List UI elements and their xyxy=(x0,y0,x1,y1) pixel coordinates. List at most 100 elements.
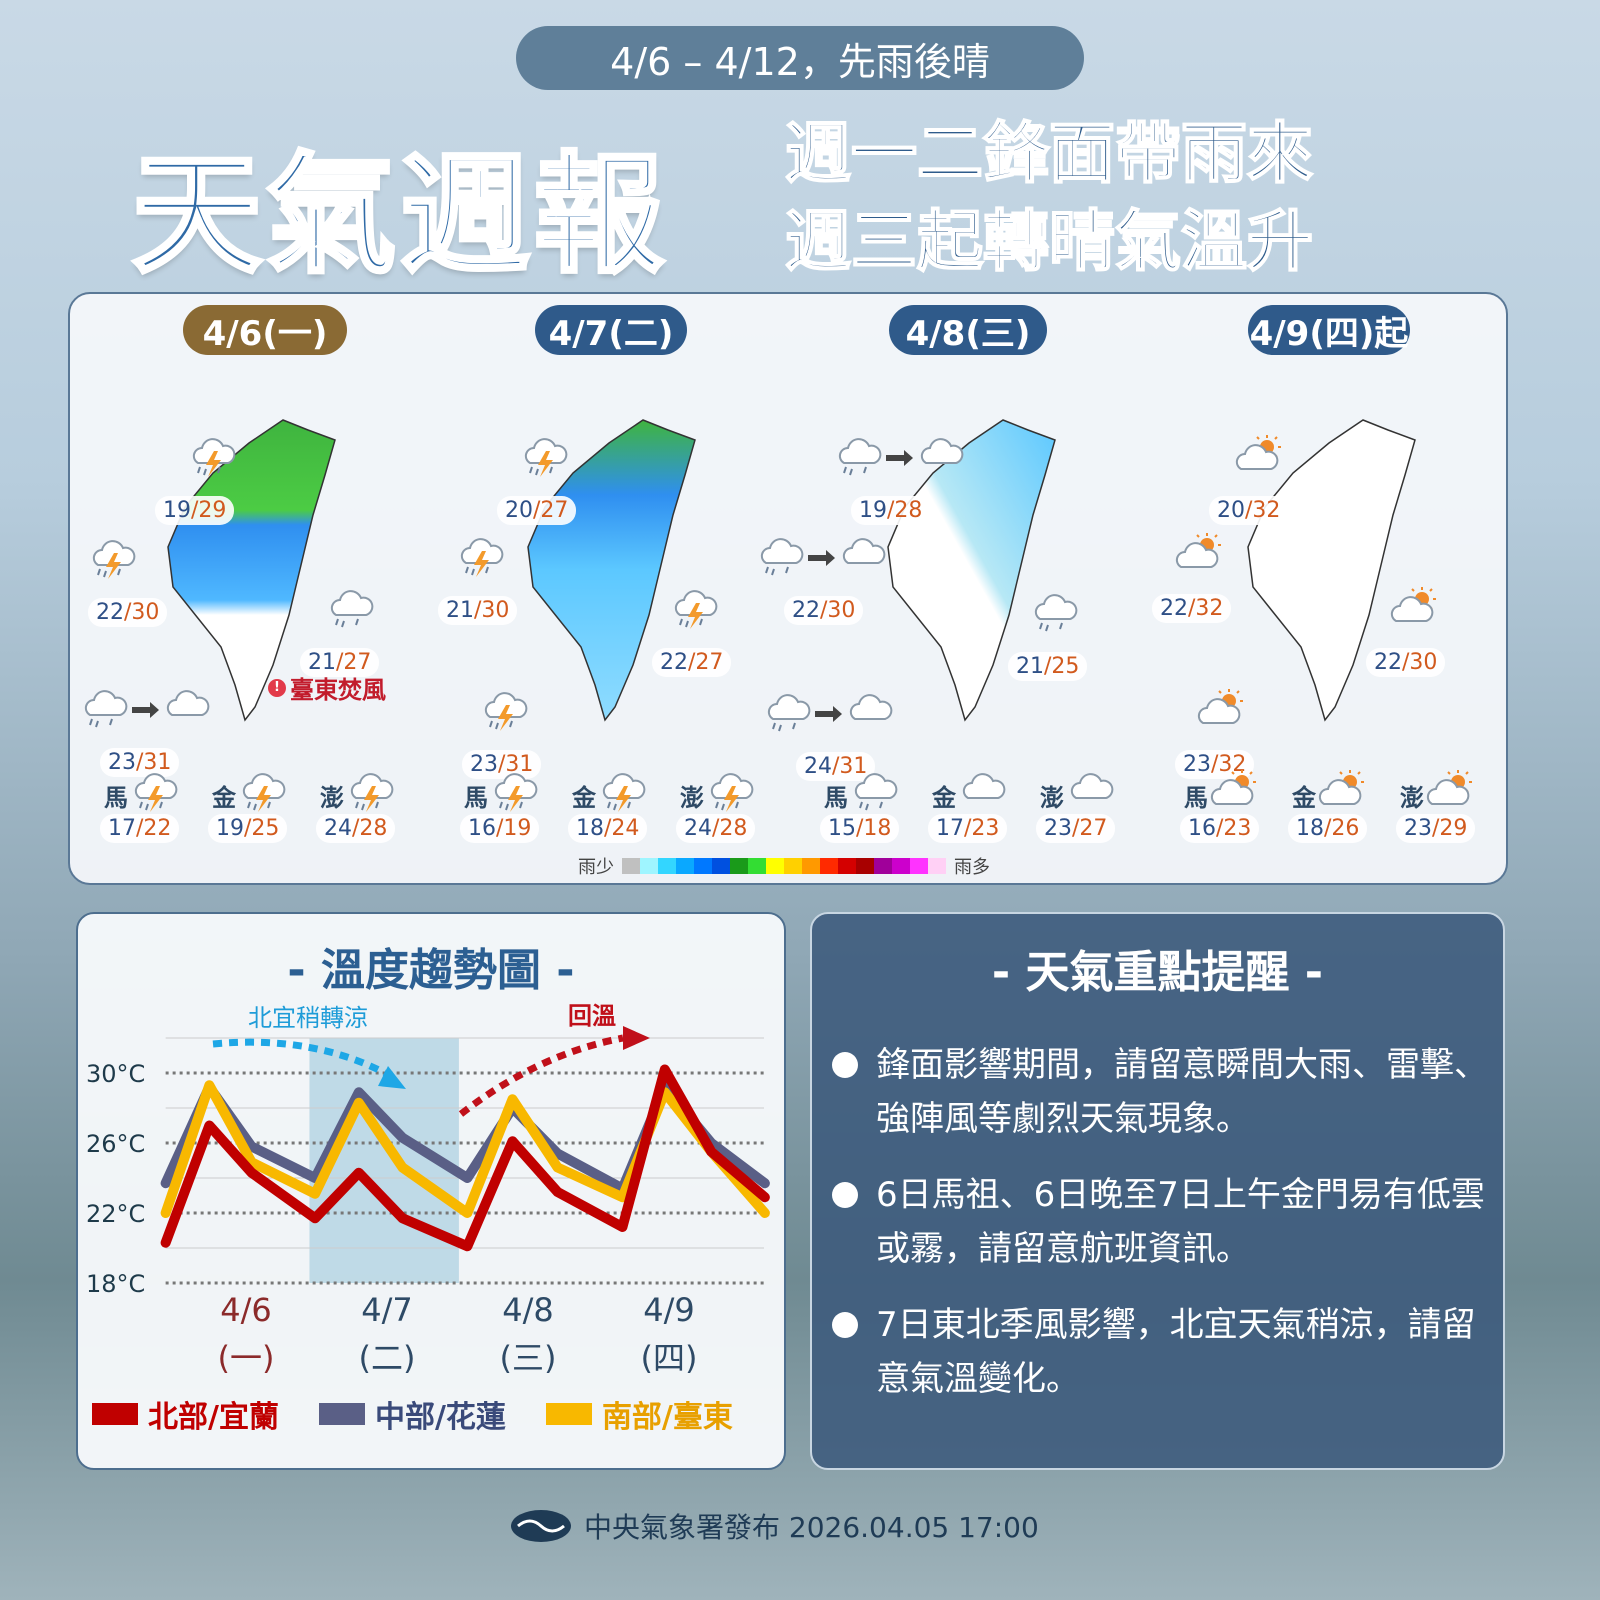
rain-color-step xyxy=(712,858,730,874)
separator: / xyxy=(1324,816,1332,841)
temp-low: 15 xyxy=(828,816,856,841)
rain-color-step xyxy=(640,858,658,874)
legend-label: 南部/臺東 xyxy=(601,1400,733,1435)
island-label: 澎 xyxy=(320,784,344,812)
temp-high: 32 xyxy=(1252,498,1281,523)
island-label: 金 xyxy=(1292,784,1316,812)
temp-low: 24 xyxy=(324,816,352,841)
temperature-chart: 30°C 26°C 22°C 18°C 4/6 (一) 4/7 (二) 4/8 (三) 4/9 (四)… xyxy=(86,1002,770,1377)
separator: / xyxy=(856,816,864,841)
city-temperature: 22/27 xyxy=(652,648,732,677)
data-point xyxy=(763,1212,766,1214)
data-point xyxy=(208,1124,211,1127)
city-temperature: 23/31 xyxy=(100,748,180,777)
y-tick-label: 26°C xyxy=(86,1130,145,1158)
temp-high: 27 xyxy=(540,498,569,523)
data-point xyxy=(401,1166,404,1169)
weather-notes-panel: - 天氣重點提醒 - 鋒面影響期間，請留意瞬間大雨、雷擊、強陣風等劇烈天氣現象。… xyxy=(810,912,1505,1470)
separator: / xyxy=(1211,752,1219,777)
rain-color-step xyxy=(910,858,928,874)
warming-arrowhead xyxy=(623,1026,650,1050)
rain-icon xyxy=(326,585,374,637)
legend-label: 北部/宜蘭 xyxy=(148,1400,279,1435)
data-point xyxy=(663,1068,666,1071)
island-temperature: 18/24 xyxy=(568,814,648,843)
separator: / xyxy=(496,816,504,841)
x-tick-sublabel: (三) xyxy=(500,1339,557,1377)
temp-high: 28 xyxy=(719,816,748,841)
separator: / xyxy=(887,498,895,523)
separator: / xyxy=(336,650,344,675)
cooling-annotation: 北宜稍轉涼 xyxy=(248,1004,368,1032)
separator: / xyxy=(352,816,360,841)
x-tick-label: 4/8 xyxy=(502,1291,554,1329)
rain-less-label: 雨少 xyxy=(578,857,614,878)
temperature-chart-panel: - 溫度趨勢圖 - 30°C 26°C 22°C 18°C 4/6 (一) 4/7 (二) 4/… xyxy=(76,912,786,1470)
rain-to-cloud-icon xyxy=(763,689,893,741)
y-tick-label: 30°C xyxy=(86,1060,145,1088)
data-point xyxy=(314,1192,317,1195)
rain-color-step xyxy=(802,858,820,874)
note-text: 6日馬祖、6日晚至7日上午金門易有低雲或霧，請留意航班資訊。 xyxy=(876,1175,1485,1269)
city-temperature: 19/28 xyxy=(851,496,931,525)
temp-low: 17 xyxy=(108,816,136,841)
temp-low: 20 xyxy=(1217,498,1245,523)
temp-low: 16 xyxy=(468,816,496,841)
data-point xyxy=(621,1226,624,1228)
temp-high: 18 xyxy=(863,816,892,841)
rain-to-cloud-icon xyxy=(80,685,210,737)
rain-color-step xyxy=(892,858,910,874)
city-temperature: 22/30 xyxy=(784,596,864,625)
notes-title: - 天氣重點提醒 - xyxy=(991,947,1324,998)
temp-low: 19 xyxy=(216,816,244,841)
temp-low: 22 xyxy=(660,650,688,675)
cloud-icon xyxy=(1066,768,1114,820)
separator: / xyxy=(1188,596,1196,621)
rain-color-step xyxy=(784,858,802,874)
legend-swatch xyxy=(545,1403,592,1425)
data-point xyxy=(357,1171,360,1174)
rain-color-step xyxy=(856,858,874,874)
island-label: 馬 xyxy=(824,784,848,812)
temp-high: 26 xyxy=(1331,816,1360,841)
island-label: 馬 xyxy=(104,784,128,812)
data-point xyxy=(556,1166,559,1169)
data-point xyxy=(663,1091,666,1094)
temp-low: 23 xyxy=(1183,752,1211,777)
sun-cloud-icon xyxy=(1235,433,1283,485)
island-label: 澎 xyxy=(1040,784,1064,812)
bullet-icon xyxy=(832,1052,858,1078)
temp-low: 21 xyxy=(308,650,336,675)
page-title: 天氣週報 xyxy=(130,137,669,293)
separator: / xyxy=(1044,654,1052,679)
period-banner: 4/6 – 4/12，先雨後晴 xyxy=(516,26,1084,90)
temp-low: 23 xyxy=(470,752,498,777)
temp-high: 28 xyxy=(359,816,388,841)
island-temperature: 15/18 xyxy=(820,814,900,843)
note-item: 鋒面影響期間，請留意瞬間大雨、雷擊、強陣風等劇烈天氣現象。 xyxy=(832,1038,1497,1146)
island-temperature: 18/26 xyxy=(1288,814,1368,843)
separator: / xyxy=(1245,498,1253,523)
data-point xyxy=(466,1245,469,1248)
temp-high: 23 xyxy=(1223,816,1252,841)
data-point xyxy=(763,1196,766,1199)
temp-low: 21 xyxy=(446,598,474,623)
temp-low: 20 xyxy=(505,498,533,523)
temp-high: 25 xyxy=(251,816,280,841)
temp-low: 22 xyxy=(1160,596,1188,621)
temp-low: 23 xyxy=(108,750,136,775)
temp-high: 19 xyxy=(503,816,532,841)
legend-swatch xyxy=(92,1403,138,1425)
rain-icon xyxy=(1030,589,1078,641)
temp-high: 22 xyxy=(143,816,172,841)
rain-color-step xyxy=(874,858,892,874)
sun-cloud-icon xyxy=(1390,585,1438,637)
island-label: 馬 xyxy=(464,784,488,812)
separator: / xyxy=(1072,816,1080,841)
island-temperature: 23/29 xyxy=(1396,814,1476,843)
temp-low: 21 xyxy=(1016,654,1044,679)
separator: / xyxy=(1216,816,1224,841)
legend-swatch xyxy=(318,1403,365,1425)
temp-high: 24 xyxy=(611,816,640,841)
data-point xyxy=(401,1217,404,1220)
